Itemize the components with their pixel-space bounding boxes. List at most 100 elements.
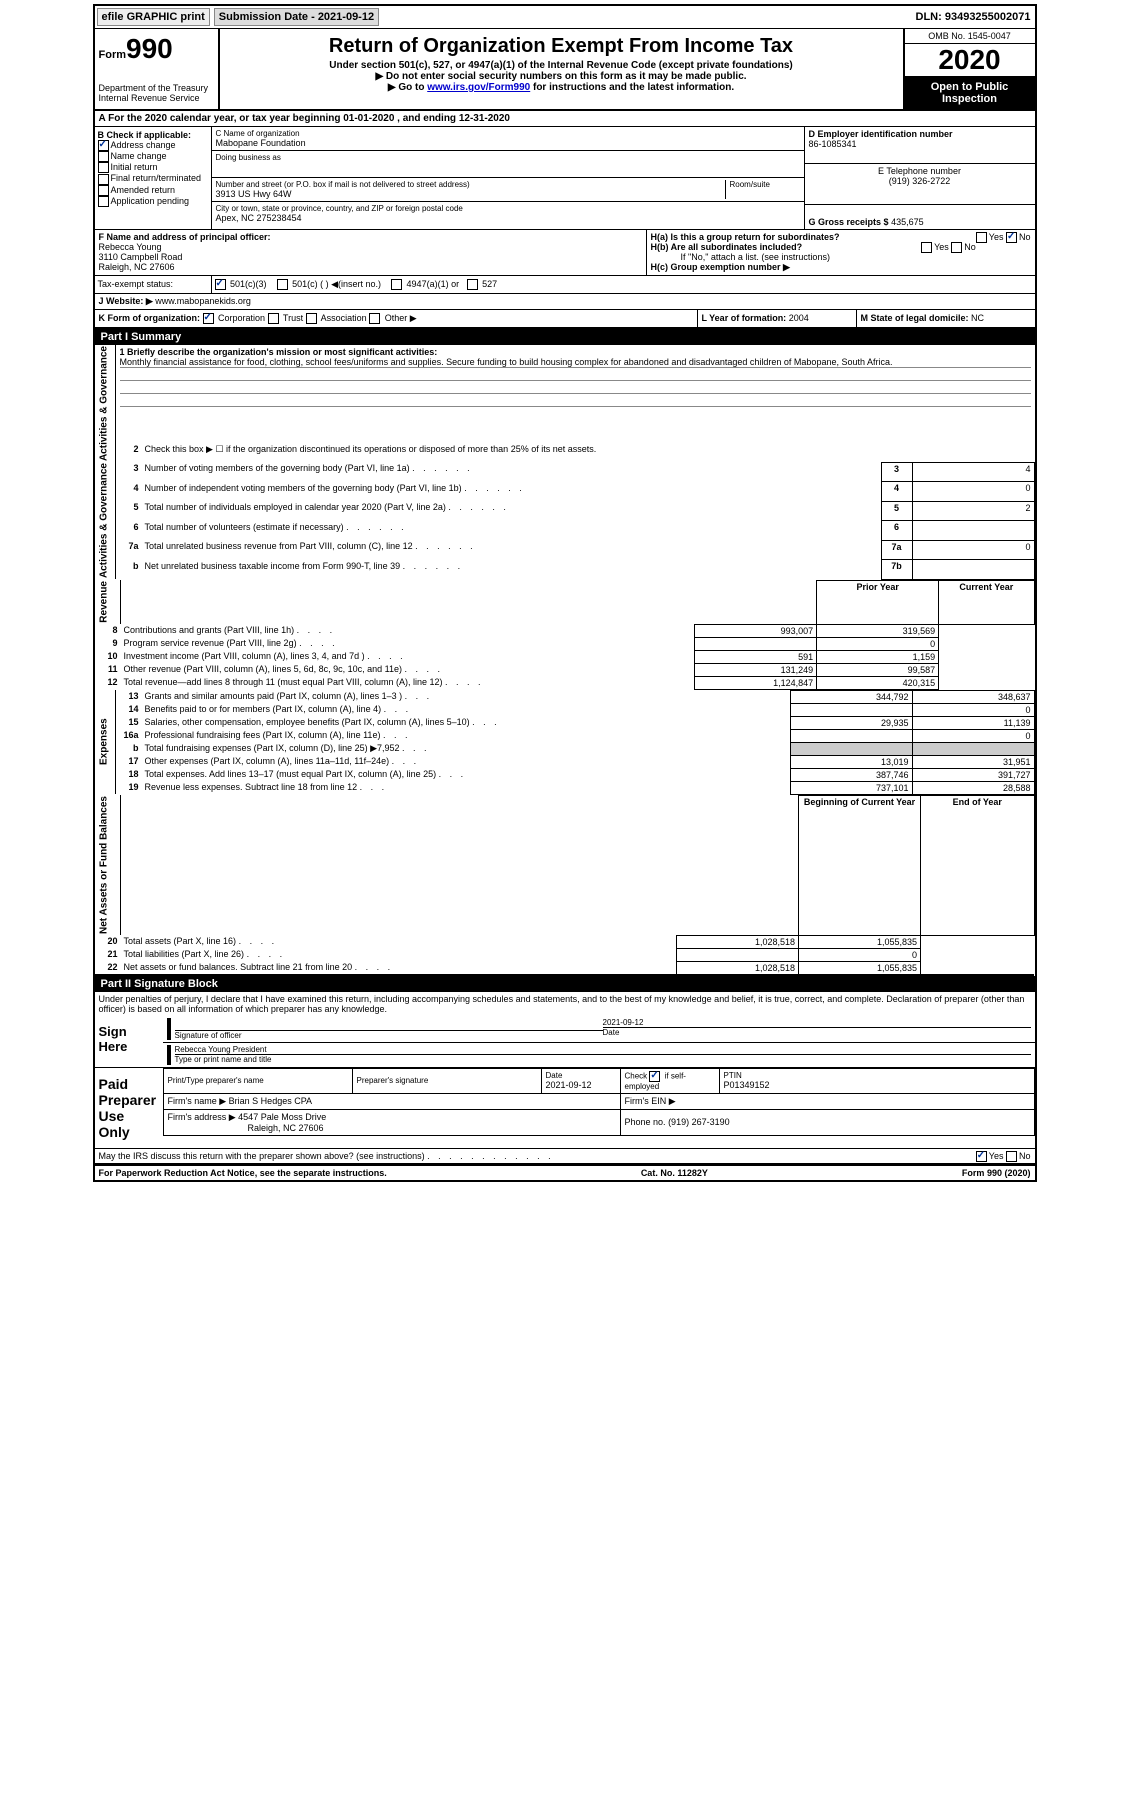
column-h-group: H(a) Is this a group return for subordin… (646, 230, 1035, 275)
initial-return-checkbox[interactable]: Initial return (98, 162, 208, 173)
mission-text: Monthly financial assistance for food, c… (120, 357, 1031, 368)
check-if-applicable-label: B Check if applicable: (98, 130, 208, 140)
line-b: bTotal fundraising expenses (Part IX, co… (95, 742, 1035, 755)
penalty-statement: Under penalties of perjury, I declare th… (95, 992, 1035, 1016)
room-suite-label: Room/suite (730, 180, 800, 189)
line-15: 15Salaries, other compensation, employee… (95, 716, 1035, 729)
line-6: 6Total number of volunteers (estimate if… (95, 521, 1035, 541)
prep-name-label: Print/Type preparer's name (168, 1076, 348, 1085)
firm-addr2: Raleigh, NC 27606 (168, 1123, 324, 1133)
final-return-checkbox[interactable]: Final return/terminated (98, 173, 208, 184)
line-10: 10Investment income (Part VIII, column (… (95, 650, 1035, 663)
city-label: City or town, state or province, country… (216, 204, 800, 213)
form-title: Return of Organization Exempt From Incom… (224, 35, 899, 58)
hc-label: H(c) Group exemption number ▶ (651, 262, 1031, 273)
year-formation-value: 2004 (789, 313, 809, 323)
line-20: 20Total assets (Part X, line 16) . . . .… (95, 935, 1035, 948)
signature-date-label: Date (603, 1027, 1031, 1037)
firm-name: Brian S Hedges CPA (229, 1096, 312, 1106)
revenue-section-label: Revenue (95, 580, 121, 624)
omb-number: OMB No. 1545-0047 (905, 29, 1035, 44)
paperwork-notice: For Paperwork Reduction Act Notice, see … (99, 1168, 387, 1178)
dln-number: DLN: 93493255002071 (912, 9, 1035, 25)
officer-name: Rebecca Young (99, 242, 642, 252)
501c-checkbox[interactable] (277, 279, 288, 290)
section-b-c-d: B Check if applicable: Address change Na… (95, 127, 1035, 230)
website-value: www.mabopanekids.org (155, 296, 251, 306)
net-assets-section-label: Net Assets or Fund Balances (95, 795, 121, 935)
association-checkbox[interactable] (306, 313, 317, 324)
summary-table: Activities & Governance 1 Briefly descri… (95, 345, 1035, 462)
line-14: 14Benefits paid to or for members (Part … (95, 703, 1035, 716)
line-22: 22Net assets or fund balances. Subtract … (95, 961, 1035, 975)
form-990-footer: Form 990 (2020) (962, 1168, 1031, 1178)
amended-return-checkbox[interactable]: Amended return (98, 185, 208, 196)
telephone-value: (919) 326-2722 (809, 176, 1031, 186)
governance-section-label: Activities & Governance (95, 345, 116, 462)
form-header: Form990 Department of the Treasury Inter… (95, 29, 1035, 111)
footer-row: For Paperwork Reduction Act Notice, see … (95, 1165, 1035, 1180)
trust-checkbox[interactable] (268, 313, 279, 324)
officer-addr2: Raleigh, NC 27606 (99, 262, 642, 272)
line-21: 21Total liabilities (Part X, line 26) . … (95, 948, 1035, 961)
line-3: 3Number of voting members of the governi… (95, 462, 1035, 482)
column-c-org-info: C Name of organization Mabopane Foundati… (212, 127, 804, 229)
top-bar: efile GRAPHIC print Submission Date - 20… (95, 6, 1035, 29)
address-change-checkbox[interactable]: Address change (98, 140, 208, 151)
form-subtitle-1: Under section 501(c), 527, or 4947(a)(1)… (224, 60, 899, 71)
527-checkbox[interactable] (467, 279, 478, 290)
expenses-section: Expenses13Grants and similar amounts pai… (95, 690, 1035, 795)
hb-label: H(b) Are all subordinates included? (651, 242, 803, 252)
discuss-no-checkbox[interactable] (1006, 1151, 1017, 1162)
ein-label: D Employer identification number (809, 129, 1031, 139)
street-address: 3913 US Hwy 64W (216, 189, 725, 199)
discuss-yes-checkbox[interactable] (976, 1151, 987, 1162)
self-employed-check[interactable]: Check if self-employed (620, 1068, 719, 1093)
state-domicile-label: M State of legal domicile: (861, 313, 969, 323)
gross-receipts-label: G Gross receipts $ (809, 217, 889, 227)
prior-year-header: Prior Year (817, 580, 939, 624)
line-7a: 7aTotal unrelated business revenue from … (95, 540, 1035, 560)
firm-phone: (919) 267-3190 (668, 1117, 730, 1127)
efile-print-button[interactable]: efile GRAPHIC print (97, 8, 210, 26)
firm-name-label: Firm's name ▶ (168, 1096, 227, 1106)
name-change-checkbox[interactable]: Name change (98, 151, 208, 162)
firm-addr1: 4547 Pale Moss Drive (238, 1112, 326, 1122)
prep-date: 2021-09-12 (546, 1080, 616, 1090)
submission-date: Submission Date - 2021-09-12 (214, 8, 379, 26)
ptin-label: PTIN (724, 1071, 1030, 1080)
org-name: Mabopane Foundation (216, 138, 800, 148)
mission-label: 1 Briefly describe the organization's mi… (120, 347, 1031, 357)
sign-here-row: Sign Here Signature of officer 2021-09-1… (95, 1016, 1035, 1068)
discuss-row: May the IRS discuss this return with the… (95, 1149, 1035, 1165)
sign-here-label: Sign Here (95, 1016, 163, 1067)
website-row: J Website: ▶ www.mabopanekids.org (95, 294, 1035, 310)
line-19: 19Revenue less expenses. Subtract line 1… (95, 781, 1035, 794)
column-d-e-g: D Employer identification number 86-1085… (804, 127, 1035, 229)
telephone-label: E Telephone number (809, 166, 1031, 176)
governance-lines: Activities & Governance3Number of voting… (95, 462, 1035, 580)
form-prefix: Form (99, 49, 127, 61)
section-f-h: F Name and address of principal officer:… (95, 230, 1035, 276)
ptin-value: P01349152 (724, 1080, 1030, 1090)
revenue-section: Revenue Prior Year Current Year 8Contrib… (95, 580, 1035, 690)
corporation-checkbox[interactable] (203, 313, 214, 324)
k-form-of-org: K Form of organization: Corporation Trus… (95, 310, 697, 327)
application-pending-checkbox[interactable]: Application pending (98, 196, 208, 207)
4947-checkbox[interactable] (391, 279, 402, 290)
line-18: 18Total expenses. Add lines 13–17 (must … (95, 768, 1035, 781)
prep-date-label: Date (546, 1071, 616, 1080)
501c3-checkbox[interactable] (215, 279, 226, 290)
form-number: 990 (126, 33, 173, 64)
line-16a: 16aProfessional fundraising fees (Part I… (95, 729, 1035, 742)
irs-label: Internal Revenue Service (99, 93, 214, 103)
irs-form990-link[interactable]: www.irs.gov/Form990 (427, 82, 530, 93)
tax-exempt-status-label: Tax-exempt status: (95, 276, 212, 293)
other-org-checkbox[interactable] (369, 313, 380, 324)
form-990-container: efile GRAPHIC print Submission Date - 20… (93, 4, 1037, 1182)
website-label: J Website: ▶ (99, 296, 153, 306)
line-9: 9Program service revenue (Part VIII, lin… (95, 637, 1035, 650)
end-year-header: End of Year (921, 795, 1034, 935)
line-12: 12Total revenue—add lines 8 through 11 (… (95, 676, 1035, 689)
column-b-checkboxes: B Check if applicable: Address change Na… (95, 127, 212, 229)
